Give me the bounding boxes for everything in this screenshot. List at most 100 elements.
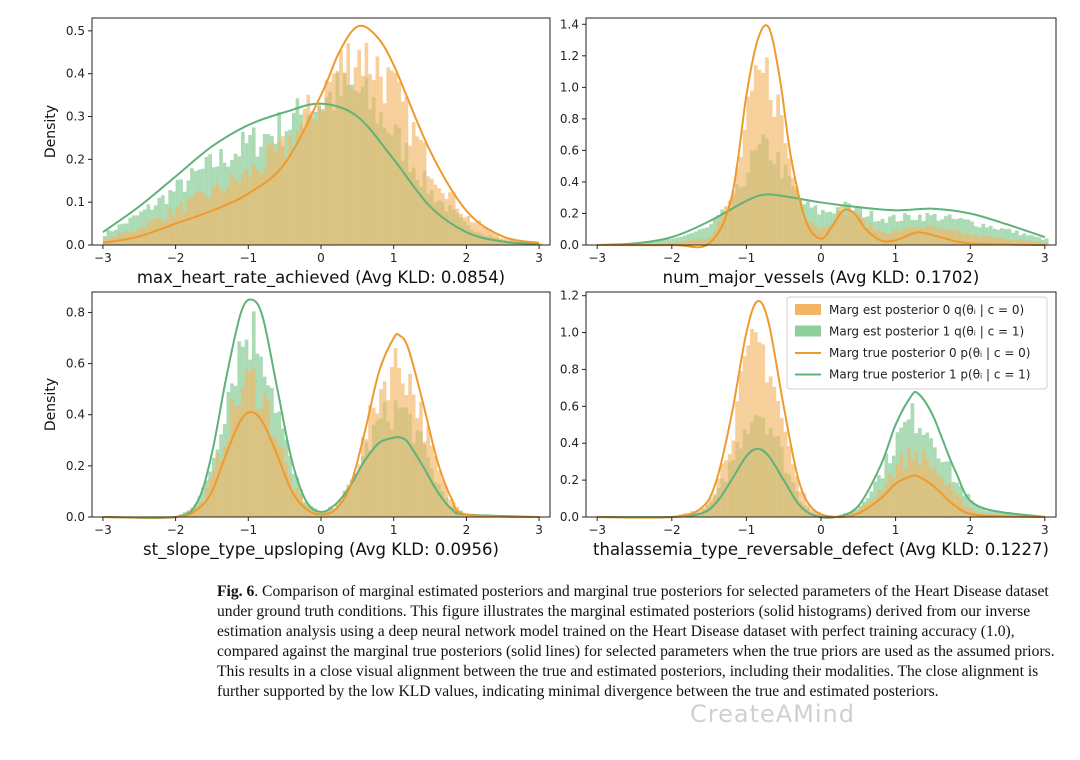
hist-bar-posterior-0 [929, 469, 933, 517]
hist-bar-posterior-0 [433, 455, 438, 517]
hist-bar-posterior-1 [1000, 228, 1004, 245]
hist-bar-posterior-0 [288, 136, 292, 245]
hist-bar-posterior-1 [671, 238, 676, 245]
hist-bar-posterior-0 [1000, 237, 1004, 245]
hist-bar-posterior-0 [193, 192, 198, 245]
hist-bar-posterior-0 [299, 123, 303, 245]
hist-bar-posterior-0 [992, 237, 997, 245]
true-posterior-0-line [102, 332, 540, 519]
y-tick-label: 0.0 [560, 238, 579, 252]
hist-bar-posterior-1 [992, 228, 997, 245]
hist-bar-posterior-0 [959, 232, 963, 245]
hist-bar-posterior-0 [408, 145, 412, 245]
y-tick-label: 0.0 [560, 510, 579, 524]
hist-bar-posterior-1 [682, 235, 687, 245]
hist-bar-posterior-0 [876, 229, 881, 245]
hist-bar-posterior-0 [346, 487, 351, 517]
hist-bar-posterior-0 [794, 186, 799, 245]
legend-entry: Marg true posterior 0 p(θᵢ | c = 0) [829, 346, 1030, 360]
hist-bar-posterior-1 [1003, 228, 1008, 245]
hist-bar-posterior-0 [375, 413, 380, 517]
histograms [175, 311, 532, 517]
hist-bar-posterior-0 [353, 67, 358, 245]
hist-bar-posterior-0 [291, 150, 296, 245]
hist-bar-posterior-0 [757, 342, 762, 517]
y-tick-label: 0.0 [66, 510, 85, 524]
hist-bar-posterior-1 [679, 236, 683, 245]
legend-entry: Marg true posterior 1 p(θᵢ | c = 1) [829, 368, 1030, 382]
x-tick-label: 2 [966, 523, 974, 537]
hist-bar-posterior-0 [966, 506, 971, 517]
hist-bar-posterior-0 [251, 164, 256, 245]
hist-bar-posterior-0 [891, 230, 896, 245]
x-tick-label: −1 [239, 523, 257, 537]
hist-bar-posterior-0 [204, 487, 209, 517]
hist-bar-posterior-0 [273, 438, 278, 517]
hist-bar-posterior-0 [255, 170, 260, 245]
x-tick-label: 1 [892, 251, 900, 265]
x-tick-label: 0 [817, 251, 825, 265]
hist-bar-posterior-0 [921, 449, 926, 517]
y-tick-label: 0.4 [66, 67, 85, 81]
hist-bar-posterior-0 [310, 510, 314, 517]
hist-bar-posterior-0 [331, 508, 336, 517]
hist-bar-posterior-1 [649, 241, 654, 245]
hist-bar-posterior-0 [386, 400, 391, 517]
hist-bar-posterior-0 [451, 191, 456, 245]
hist-bar-posterior-0 [854, 214, 859, 245]
hist-bar-posterior-0 [237, 182, 242, 245]
hist-bar-posterior-0 [379, 389, 383, 517]
x-tick-label: 3 [1041, 251, 1049, 265]
hist-bar-posterior-1 [694, 231, 698, 245]
hist-bar-posterior-0 [437, 188, 441, 245]
hist-bar-posterior-0 [757, 69, 762, 246]
hist-bar-posterior-0 [899, 454, 904, 517]
hist-bar-posterior-0 [787, 158, 792, 245]
watermark: CreateAMind [690, 700, 855, 728]
hist-bar-posterior-0 [241, 387, 245, 517]
hist-bar-posterior-0 [806, 221, 810, 245]
hist-bar-posterior-1 [966, 493, 971, 517]
hist-bar-posterior-0 [201, 192, 205, 245]
hist-bar-posterior-0 [262, 393, 267, 517]
hist-bar-posterior-0 [865, 227, 870, 245]
x-tick-label: −2 [663, 523, 681, 537]
x-tick-label: 3 [535, 523, 543, 537]
hist-bar-posterior-0 [415, 418, 420, 517]
x-tick-label: −3 [94, 523, 112, 537]
hist-bar-posterior-1 [1041, 239, 1045, 245]
legend-box [786, 296, 1048, 390]
hist-bar-posterior-0 [393, 72, 398, 245]
hist-bar-posterior-1 [701, 228, 706, 245]
hist-bar-posterior-0 [317, 102, 321, 245]
hist-bar-posterior-1 [697, 229, 702, 245]
hist-bar-posterior-0 [940, 227, 945, 245]
hist-bar-posterior-0 [368, 74, 372, 245]
hist-bar-posterior-1 [966, 219, 971, 245]
hist-bar-posterior-0 [914, 451, 918, 517]
hist-bar-posterior-0 [716, 478, 721, 517]
hist-bar-posterior-1 [668, 238, 672, 245]
x-tick-label: −1 [738, 523, 756, 537]
x-tick-label: −3 [588, 523, 606, 537]
hist-bar-posterior-0 [884, 483, 889, 517]
x-tick-label: −2 [167, 251, 185, 265]
hist-bar-posterior-0 [419, 401, 423, 517]
x-tick-label: 2 [463, 523, 471, 537]
hist-bar-posterior-0 [302, 108, 307, 245]
hist-bar-posterior-0 [925, 458, 930, 517]
hist-bar-posterior-1 [128, 217, 132, 245]
y-tick-label: 0.6 [560, 399, 579, 413]
hist-bar-posterior-0 [959, 497, 963, 517]
hist-bar-posterior-0 [386, 67, 391, 245]
hist-bar-posterior-0 [371, 80, 376, 245]
hist-bar-posterior-0 [444, 198, 449, 245]
true-posterior-0-line [102, 24, 540, 244]
hist-bar-posterior-0 [404, 96, 409, 245]
hist-bar-posterior-0 [742, 355, 747, 517]
hist-bar-posterior-0 [843, 215, 848, 245]
hist-bar-posterior-1 [106, 230, 111, 245]
hist-bar-posterior-0 [426, 426, 431, 517]
hist-bar-posterior-0 [208, 479, 212, 517]
hist-bar-posterior-0 [738, 157, 743, 245]
